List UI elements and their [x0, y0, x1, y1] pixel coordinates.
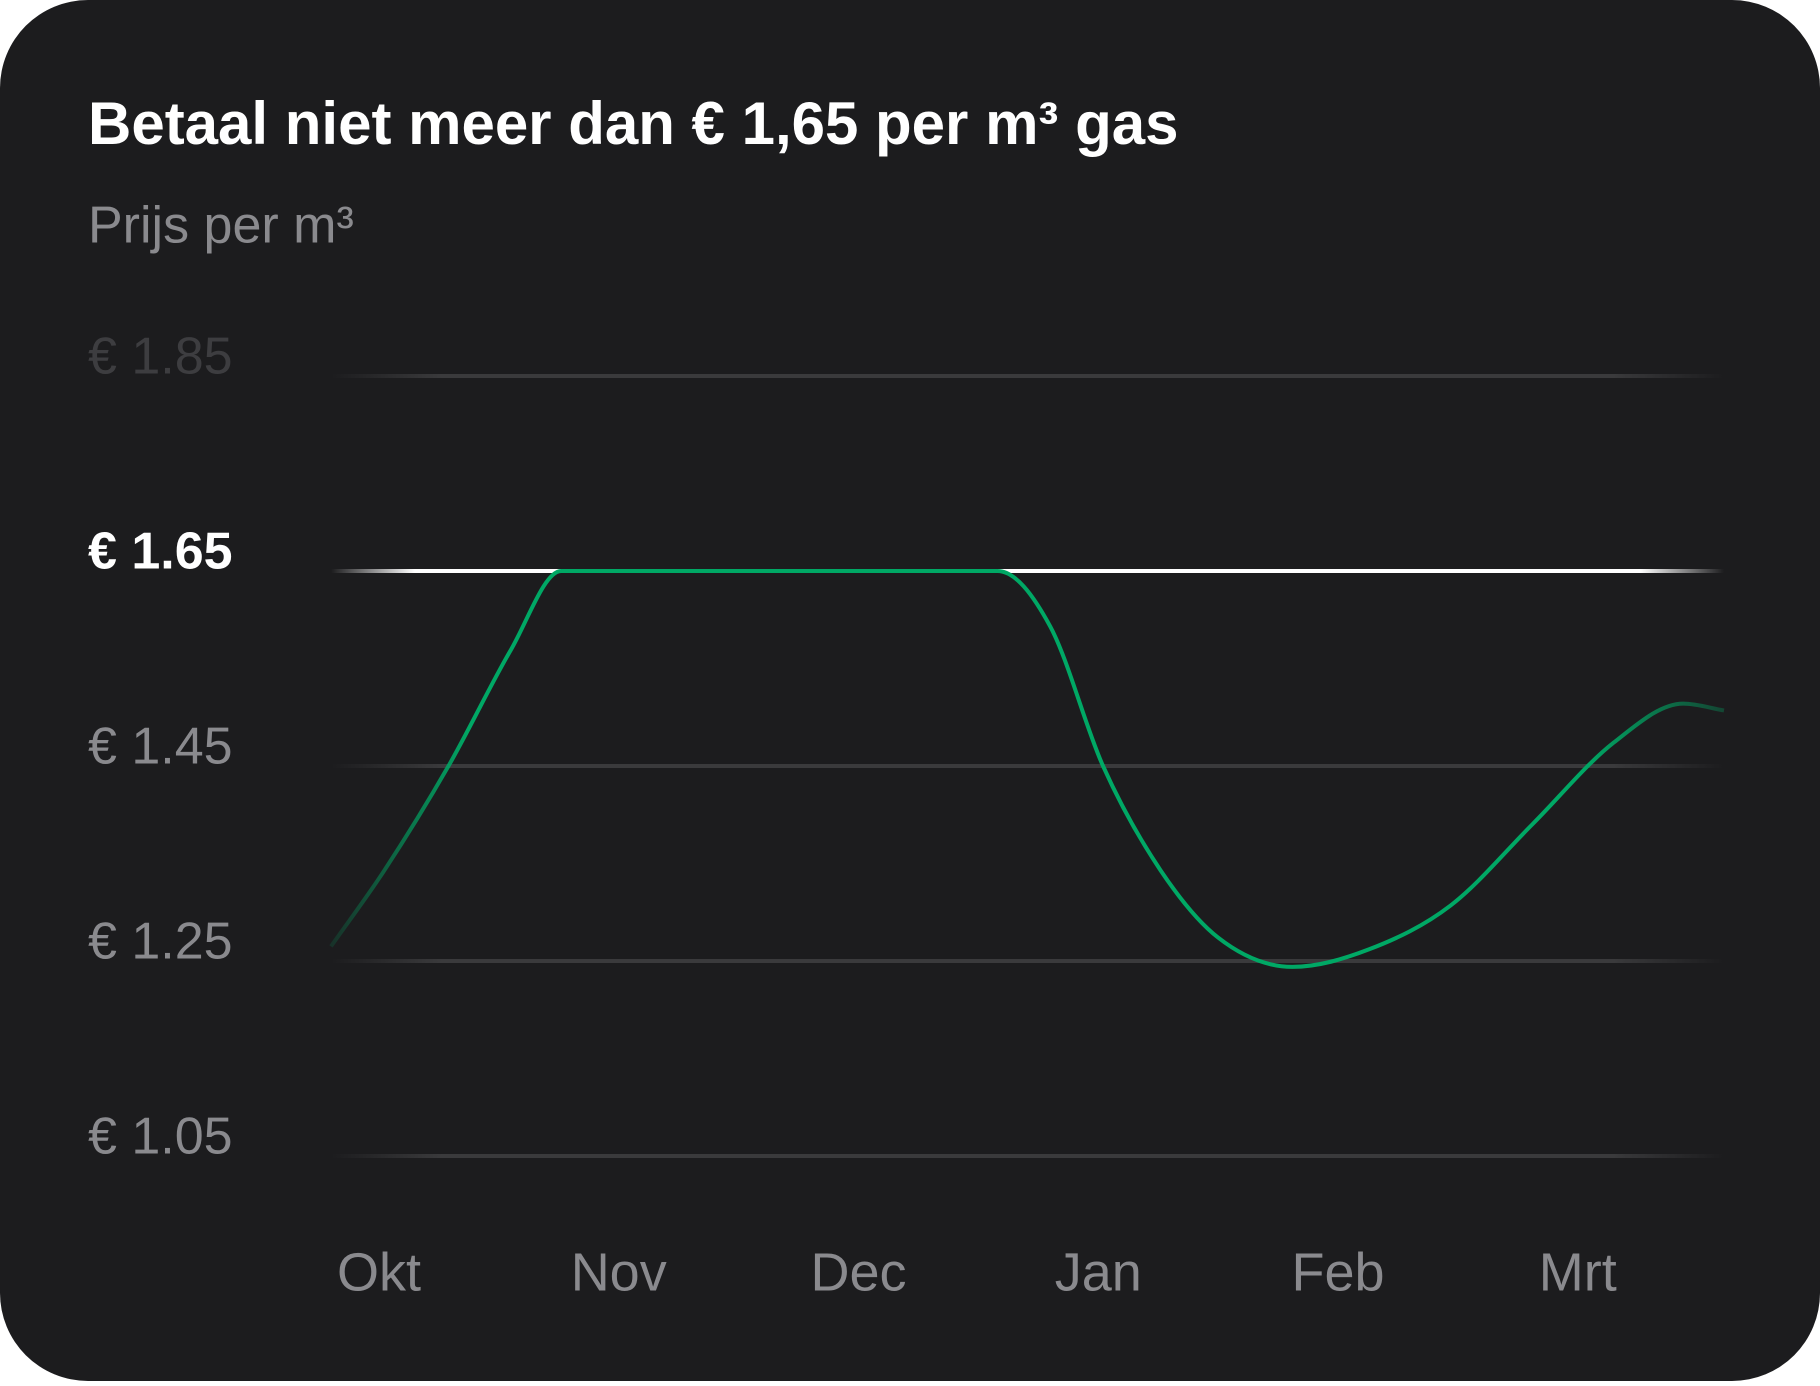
y-tick-label: € 1.85 — [88, 328, 233, 386]
x-tick-label: Feb — [1291, 1242, 1384, 1302]
chart-title: Betaal niet meer dan € 1,65 per m³ gas — [88, 90, 1178, 157]
y-tick-label: € 1.65 — [88, 523, 233, 581]
y-tick-label: € 1.45 — [88, 718, 233, 776]
price-line — [329, 568, 1725, 969]
x-tick-label: Mrt — [1539, 1242, 1617, 1302]
chart-subtitle: Prijs per m³ — [88, 197, 354, 255]
x-tick-label: Dec — [810, 1242, 906, 1302]
x-tick-label: Jan — [1055, 1242, 1142, 1302]
x-tick-label: Nov — [571, 1242, 667, 1302]
x-tick-label: Okt — [337, 1242, 421, 1302]
y-tick-label: € 1.05 — [88, 1108, 233, 1166]
y-tick-label: € 1.25 — [88, 913, 233, 971]
